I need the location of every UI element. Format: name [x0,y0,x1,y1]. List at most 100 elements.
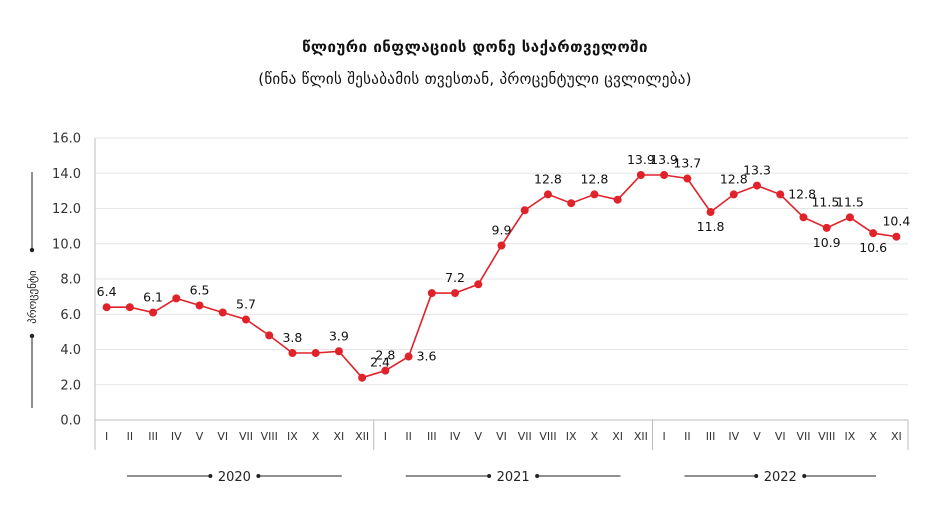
data-point [427,289,436,298]
data-point [265,331,274,340]
data-point [590,190,599,199]
data-label: 9.9 [492,223,512,238]
data-point [729,190,738,199]
x-tick-label: IV [728,430,739,443]
x-tick-label: II [684,430,691,443]
data-label: 3.9 [329,328,349,343]
x-tick-label: XII [355,430,369,443]
data-point [753,181,762,190]
x-tick-label: V [753,430,761,443]
data-point [706,208,715,217]
data-point [776,190,785,199]
data-point [822,223,831,232]
x-tick-label: VI [775,430,786,443]
y-tick-label: 12.0 [52,202,81,217]
ylabel-dot [29,333,35,339]
data-point [451,289,460,298]
data-label: 13.7 [673,156,701,171]
data-point [311,349,320,358]
x-tick-label: XII [634,430,648,443]
x-tick-label: VI [217,430,228,443]
data-point [218,308,227,317]
data-point [474,280,483,289]
data-point [149,308,158,317]
data-label: 6.1 [143,289,163,304]
data-point [404,352,413,361]
x-tick-label: II [405,430,412,443]
data-point [683,174,692,183]
data-point [799,213,808,222]
data-point [172,294,181,303]
y-tick-label: 2.0 [60,378,81,393]
x-tick-label: X [591,430,599,443]
data-point [520,206,529,215]
year-label: 2020 [218,470,251,485]
data-label: 7.2 [445,270,465,285]
x-tick-label: I [662,430,665,443]
y-tick-label: 4.0 [60,343,81,358]
x-tick-label: X [312,430,320,443]
x-tick-label: XI [612,430,623,443]
x-tick-label: XI [891,430,902,443]
x-tick-label: IV [171,430,182,443]
data-label: 6.4 [97,284,117,299]
data-point [845,213,854,222]
data-label: 12.8 [580,171,608,186]
data-label: 6.5 [190,282,210,297]
data-label: 12.8 [788,186,816,201]
data-point [660,171,669,180]
x-tick-label: V [196,430,204,443]
data-label: 12.8 [720,171,748,186]
y-tick-label: 0.0 [60,414,81,429]
data-label: 10.9 [813,235,841,250]
y-tick-label: 8.0 [60,273,81,288]
data-label: 3.6 [417,349,437,364]
data-point [613,195,622,204]
year-line-dot [754,474,759,478]
data-label: 10.4 [882,214,910,229]
x-tick-label: III [148,430,158,443]
data-point [381,366,390,375]
data-label: 13.9 [650,152,678,167]
data-label: 2.4 [370,355,390,370]
data-label: 12.8 [534,171,562,186]
x-tick-label: I [105,430,108,443]
x-tick-label: II [127,430,134,443]
data-point [892,232,901,241]
data-point [497,241,506,250]
x-tick-label: IX [287,430,298,443]
x-tick-label: VI [496,430,507,443]
x-tick-label: IX [566,430,577,443]
data-label: 13.9 [627,152,655,167]
data-point [334,347,343,356]
year-line-dot [802,474,807,478]
year-line-dot [487,474,492,478]
data-label: 11.5 [811,194,839,209]
x-tick-label: VIII [261,430,278,443]
x-tick-label: VII [796,430,810,443]
data-label: 5.7 [236,297,256,312]
year-line-dot [535,474,540,478]
x-tick-label: V [475,430,483,443]
x-tick-label: III [706,430,716,443]
year-label: 2022 [764,470,797,485]
data-point [241,315,250,324]
x-tick-label: VII [239,430,253,443]
data-point [543,190,552,199]
data-label: 13.3 [743,163,771,178]
series-line [106,174,897,379]
data-point [567,199,576,208]
x-tick-label: X [869,430,877,443]
chart-subtitle: (წინა წლის შესაბამის თვესთან, პროცენტული… [258,70,692,88]
data-point [869,229,878,238]
year-line-dot [256,474,261,478]
y-tick-label: 6.0 [60,308,81,323]
y-tick-label: 16.0 [52,132,81,147]
data-label: 11.8 [697,219,725,234]
x-tick-label: VIII [539,430,556,443]
data-point [102,303,111,312]
data-point [125,303,134,312]
data-point [195,301,204,310]
y-tick-label: 10.0 [52,237,81,252]
